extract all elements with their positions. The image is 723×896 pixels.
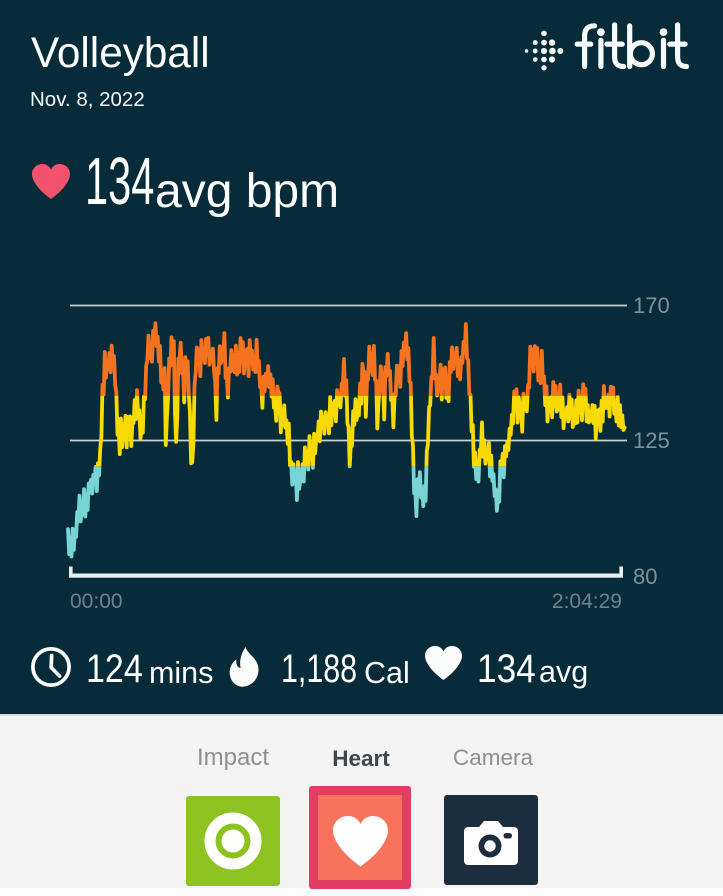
- svg-text:00:00: 00:00: [70, 590, 123, 613]
- svg-text:125: 125: [633, 428, 670, 453]
- svg-text:2:04:29: 2:04:29: [552, 590, 622, 613]
- svg-text:80: 80: [633, 564, 657, 589]
- svg-text:170: 170: [633, 293, 670, 318]
